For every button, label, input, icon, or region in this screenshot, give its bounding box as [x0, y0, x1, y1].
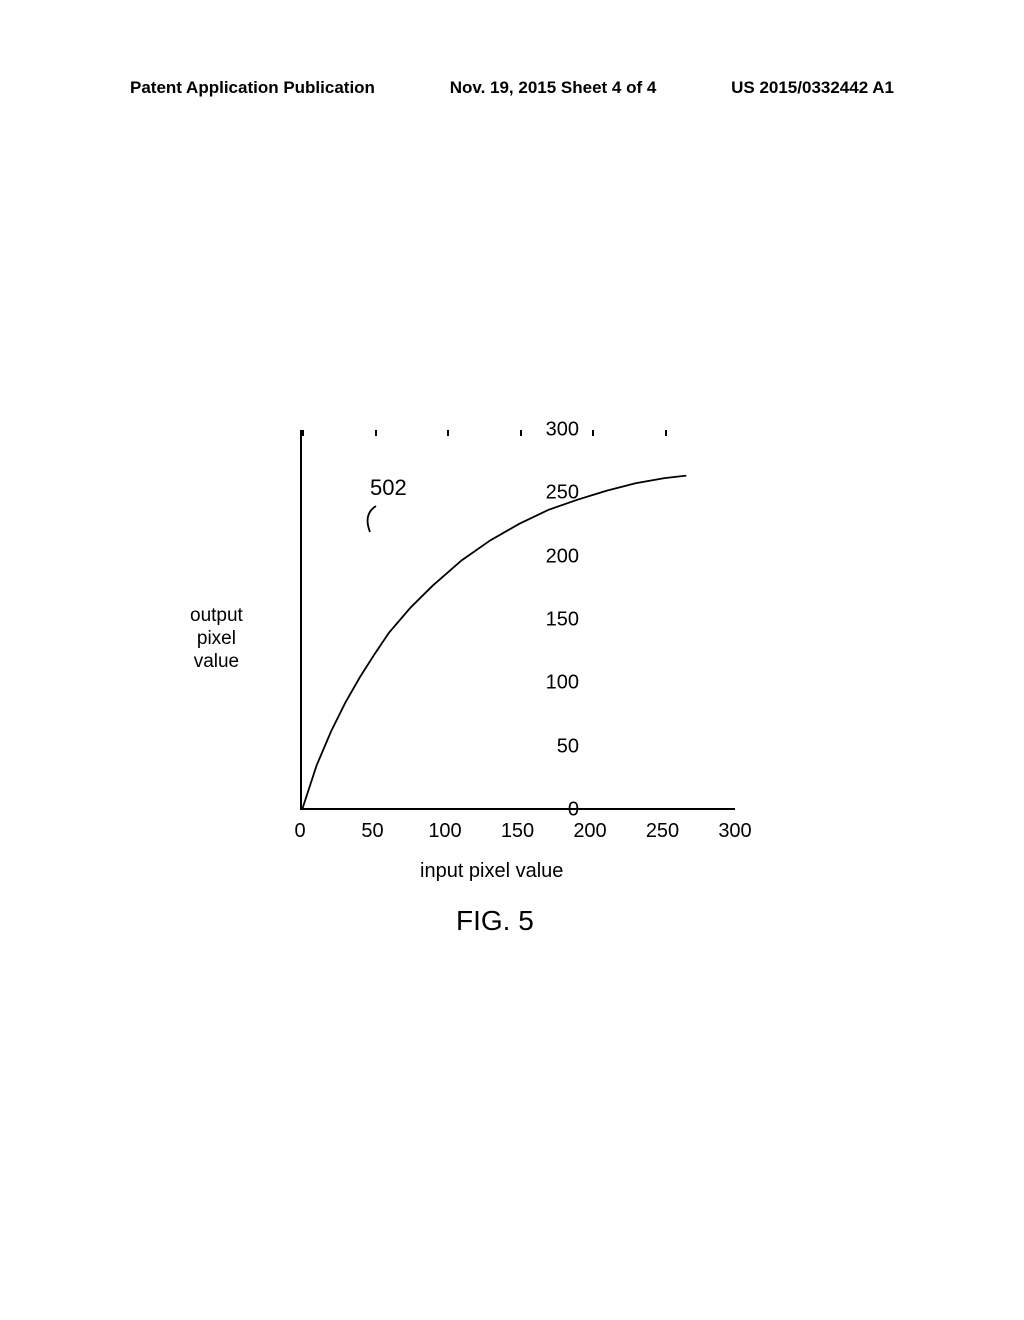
- y-tick-label: 200: [546, 545, 579, 568]
- y-axis-label: output pixel value: [190, 605, 243, 673]
- x-top-tick: [375, 430, 377, 436]
- x-tick-label: 200: [573, 820, 606, 843]
- x-tick-label: 50: [361, 820, 383, 843]
- x-axis-label: input pixel value: [420, 860, 563, 883]
- curve-svg: [302, 430, 737, 810]
- x-tick-label: 300: [718, 820, 751, 843]
- plot-area: [300, 430, 735, 810]
- y-tick-label: 300: [546, 419, 579, 442]
- x-tick-label: 250: [646, 820, 679, 843]
- y-tick-label: 0: [568, 799, 579, 822]
- header-patent-number: US 2015/0332442 A1: [731, 78, 894, 98]
- header-publication: Patent Application Publication: [130, 78, 375, 98]
- x-tick-label: 100: [428, 820, 461, 843]
- curve-reference-label: 502: [370, 475, 407, 501]
- chart-container: output pixel value 502 input pixel value…: [0, 380, 1024, 1000]
- page-header: Patent Application Publication Nov. 19, …: [0, 78, 1024, 98]
- x-top-tick: [447, 430, 449, 436]
- header-date-sheet: Nov. 19, 2015 Sheet 4 of 4: [450, 78, 657, 98]
- x-tick-label: 0: [294, 820, 305, 843]
- y-tick-label: 150: [546, 609, 579, 632]
- y-tick-label: 250: [546, 482, 579, 505]
- x-top-tick: [520, 430, 522, 436]
- x-tick-label: 150: [501, 820, 534, 843]
- x-top-tick: [665, 430, 667, 436]
- y-tick-label: 100: [546, 672, 579, 695]
- figure-caption: FIG. 5: [456, 905, 534, 937]
- curve-pointer-arc: [358, 502, 388, 537]
- x-top-tick: [592, 430, 594, 436]
- y-tick-label: 50: [557, 735, 579, 758]
